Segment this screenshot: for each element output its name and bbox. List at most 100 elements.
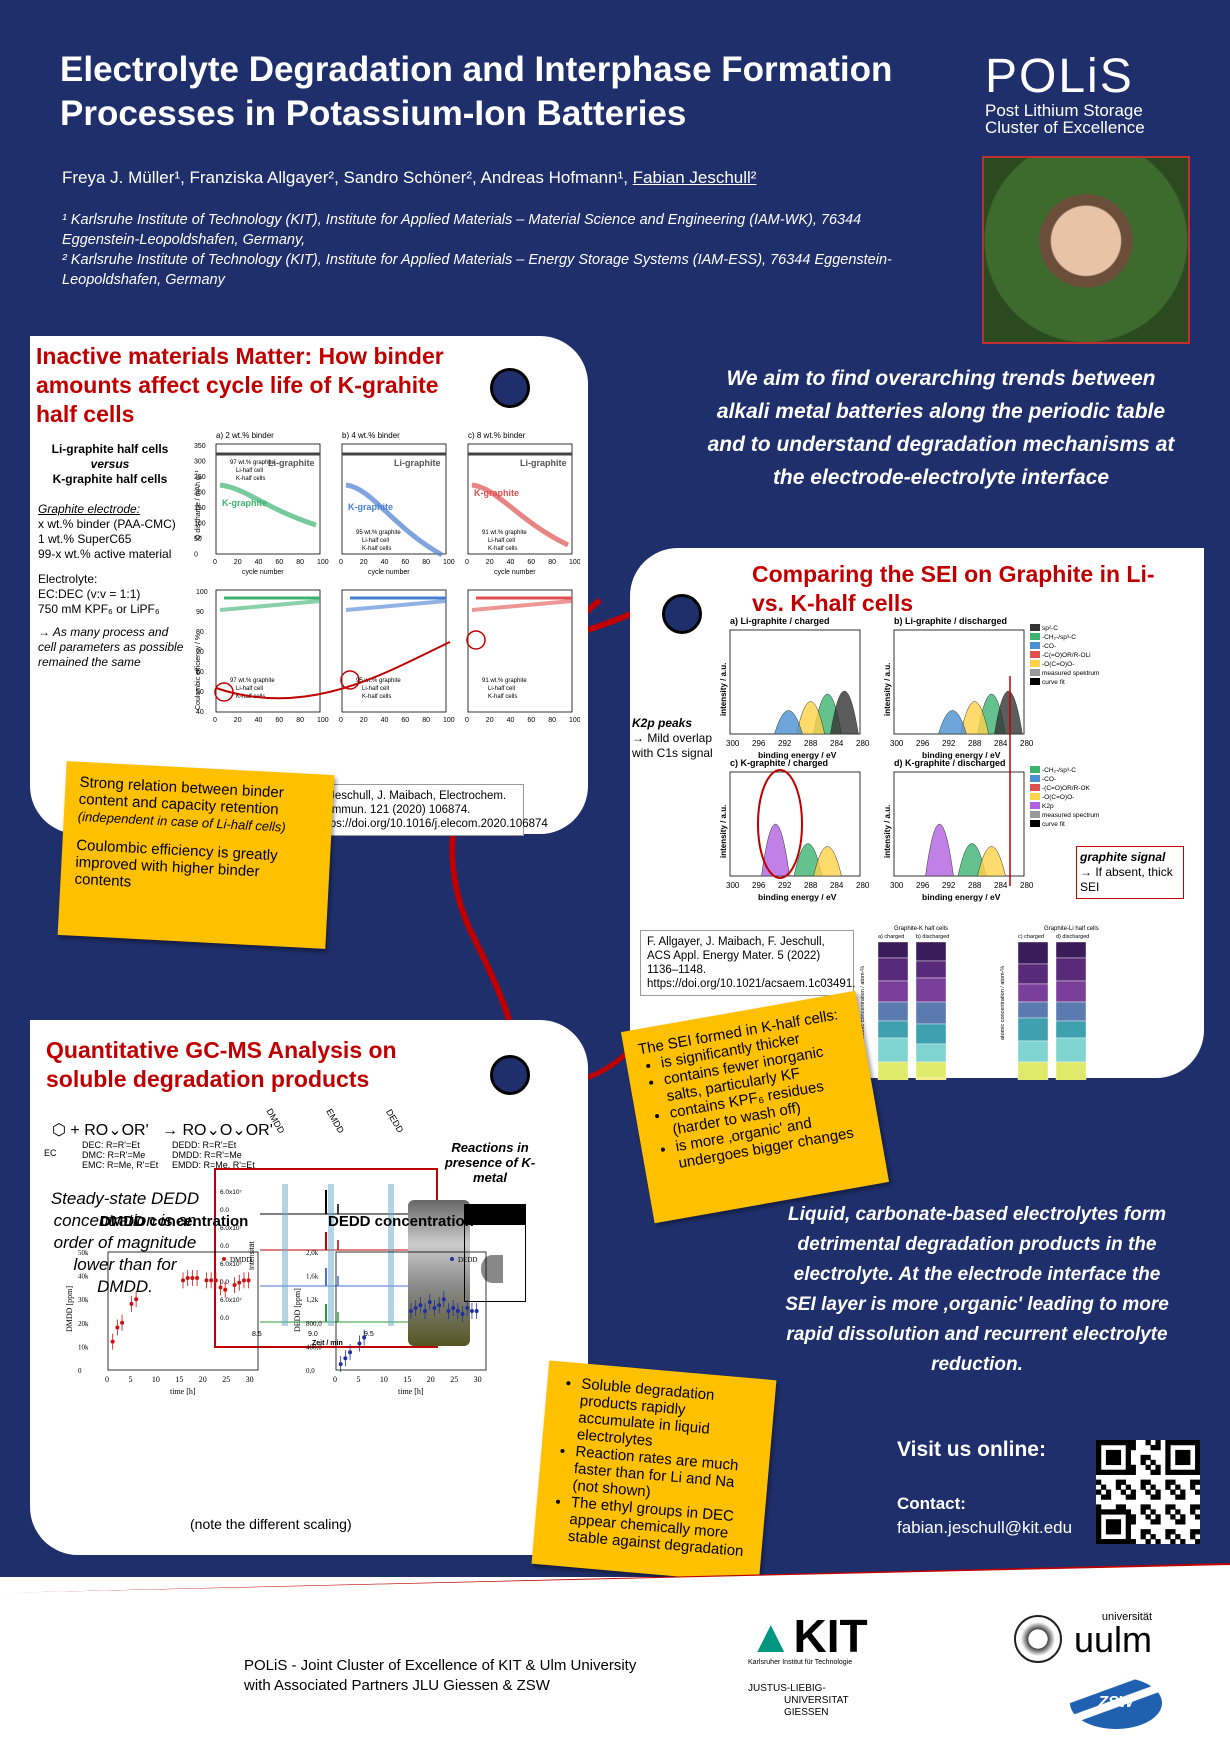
qr-module [1125,1469,1131,1475]
data-point [237,1280,242,1285]
data-point [348,1350,353,1355]
legend-swatch [1030,820,1040,827]
x-tick: 284 [994,739,1008,748]
kit-sub: Karlsruher Institut für Technologie [748,1659,853,1666]
x-axis-label: cycle number [242,569,284,576]
legend-li: Li-half cell [362,686,389,692]
data-point [115,1325,120,1330]
binder-panel-title: Inactive materials Matter: How binder am… [36,343,444,427]
y-tick: 400,0 [306,1343,322,1351]
qr-module [1180,1539,1186,1544]
qr-module [1195,1504,1200,1510]
qr-module [1165,1504,1171,1510]
legend-entry: DEDD [458,1256,477,1264]
qr-module [1165,1534,1171,1540]
compare-versus: versus [90,457,130,471]
contact-email[interactable]: fabian.jeschull@kit.edu [897,1518,1073,1537]
legend-marker [222,1257,226,1261]
x-tick: 20 [360,559,368,566]
x-tick: 80 [422,717,430,724]
y-axis-label: intensity / a.u. [720,805,728,858]
data-point [241,1278,246,1283]
xps-panel-tag: c) K-graphite / charged [730,758,828,768]
xps-component-peak [761,824,790,877]
x-tick: 288 [968,881,982,890]
retention-window [328,1184,334,1326]
data-point [432,1306,437,1311]
qr-module [1096,1489,1102,1495]
legend-swatch [1030,811,1040,818]
data-point [181,1278,185,1283]
ce-highlight-circle [340,670,360,690]
qr-module [1130,1464,1136,1471]
qr-module [1145,1539,1151,1544]
qr-module [1125,1484,1131,1490]
qr-module [1105,1449,1112,1456]
qr-module [1125,1444,1131,1451]
jlu-line: UNIVERSITAT [784,1695,849,1706]
x-tick: 60 [527,717,535,724]
data-point [246,1278,251,1283]
scheme-text: EMC: R=Me, R'=Et [82,1160,159,1170]
legend-li: Li-half cell [488,686,515,692]
y-tick: 30k [78,1296,89,1304]
footer-line2: with Associated Partners JLU Giessen & Z… [244,1677,550,1694]
compare-li: Li-graphite half cells [51,442,169,456]
y-axis-label: Intensität [249,1242,256,1270]
qr-module [1130,1514,1136,1520]
li-graphite-label: Li-graphite [394,458,441,468]
data-point [451,1306,456,1311]
qr-module [1115,1440,1122,1446]
x-tick: 5 [128,1375,132,1384]
y-tick: 20k [78,1320,89,1328]
qr-module [1195,1454,1200,1461]
qr-module [1120,1479,1127,1485]
legend-k: K-half cells [362,694,391,700]
qr-module [1180,1519,1186,1525]
logo-line2: Cluster of Excellence [985,118,1145,137]
y-tick: 40 [196,709,204,716]
x-tick: 300 [726,739,740,748]
qr-module [1115,1509,1122,1515]
qr-module [1195,1529,1200,1535]
bar-subtitle: a) charged [878,934,904,940]
legend-entry: -CH₂-/sp³-C [1042,634,1076,641]
legend-swatch [1030,802,1040,809]
author-photo [982,156,1190,344]
qr-module [1140,1479,1146,1485]
qr-module [1195,1469,1200,1475]
qr-module [1150,1534,1156,1540]
qr-module [1100,1509,1107,1515]
data-point [362,1335,367,1340]
qr-module [1165,1509,1171,1515]
plot-frame [341,589,447,713]
qr-module [1096,1444,1102,1451]
composition-segment [1055,1037,1087,1063]
ce-series [471,599,573,612]
qr-module [1100,1539,1107,1544]
qr-code-icon[interactable] [1096,1440,1200,1544]
reactions-label: Reactions in presence of K-metal [444,1140,536,1185]
qr-module [1150,1494,1156,1500]
y-tick: 2,0k [306,1249,319,1257]
retention-window [282,1184,288,1326]
legend-swatch [1030,678,1040,685]
qr-module [1125,1440,1131,1446]
ce-series [219,599,321,612]
qr-module [1155,1494,1161,1500]
y-tick: 0.0 [220,1207,229,1214]
qr-module [1125,1509,1131,1515]
x-tick: 20 [360,717,368,724]
legend-entry: curve fit [1042,821,1065,828]
qr-module [1170,1489,1176,1495]
qr-module [1145,1440,1151,1446]
y-axis-label: DMDD [ppm] [65,1286,74,1332]
composition-segment [1017,941,1049,965]
ulm-logo: universität uulm [1074,1611,1152,1658]
legend-k: K-half cells [236,476,265,482]
data-point [195,1275,200,1280]
x-tick: 0 [213,559,217,566]
qr-module [1125,1534,1131,1540]
jlu-logo: JUSTUS-LIEBIG- UNIVERSITAT GIESSEN [748,1683,849,1719]
qr-module [1115,1529,1122,1535]
